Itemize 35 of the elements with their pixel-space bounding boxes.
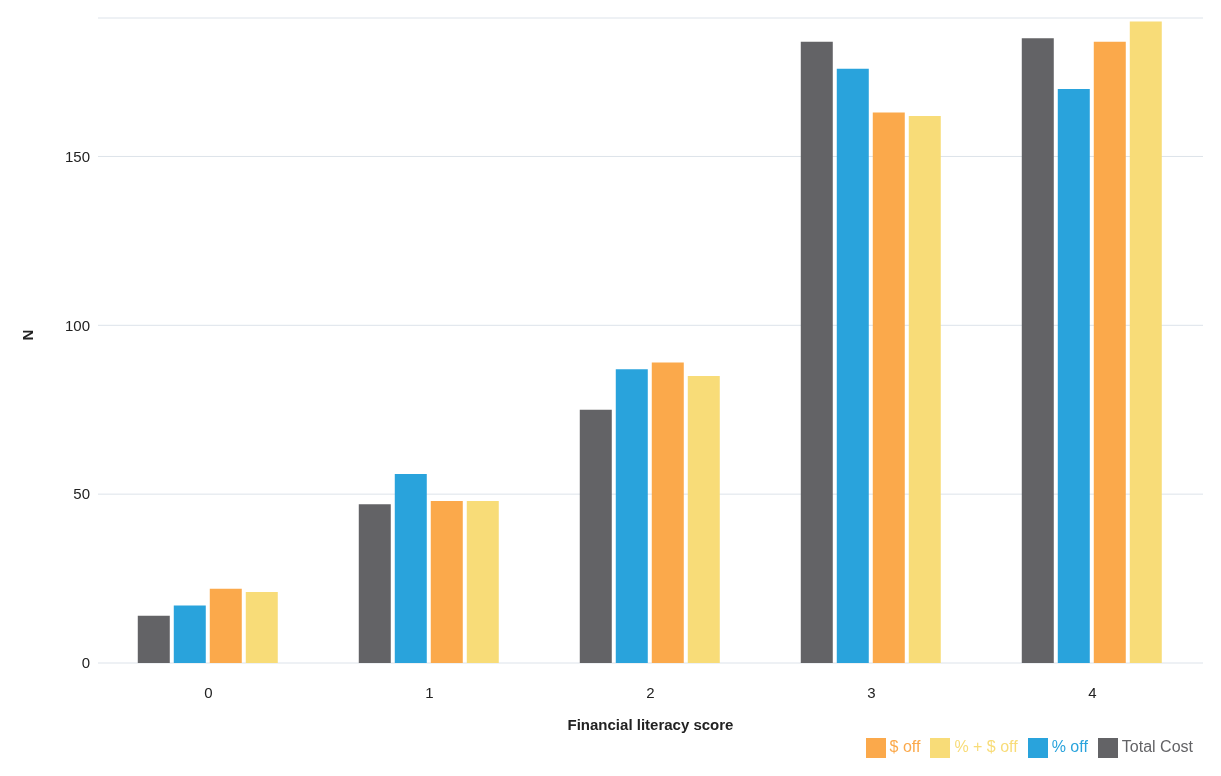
legend-label: % off: [1051, 738, 1088, 756]
x-tick-label: 4: [1088, 683, 1097, 701]
bar: [579, 409, 612, 663]
bar: [1129, 21, 1162, 663]
bar: [466, 500, 499, 663]
bar: [209, 588, 242, 663]
bar: [651, 362, 684, 663]
bar: [394, 473, 427, 663]
x-tick-label: 3: [867, 683, 876, 701]
bar: [872, 112, 905, 663]
y-axis-title: N: [19, 329, 37, 341]
y-tick-label: 50: [73, 485, 90, 503]
bar: [908, 115, 941, 663]
x-tick-label: 2: [646, 683, 655, 701]
x-tick-label: 0: [204, 683, 213, 701]
bar: [615, 369, 648, 663]
x-tick-label: 1: [425, 683, 434, 701]
bar: [137, 615, 170, 663]
legend-label: Total Cost: [1121, 738, 1193, 756]
bar: [836, 68, 869, 663]
x-axis-title: Financial literacy score: [567, 716, 734, 733]
bar: [800, 41, 833, 663]
legend-label: $ off: [889, 738, 921, 756]
bar: [1093, 41, 1126, 663]
bar: [430, 500, 463, 663]
y-tick-label: 0: [81, 654, 90, 672]
bar: [1021, 38, 1054, 663]
bar: [173, 605, 206, 663]
bar: [245, 592, 278, 663]
bar: [687, 375, 720, 663]
legend-label: % + $ off: [954, 738, 1018, 756]
bar: [358, 504, 391, 663]
y-tick-label: 100: [64, 316, 90, 334]
y-tick-label: 150: [64, 147, 90, 165]
bar: [1057, 88, 1090, 663]
